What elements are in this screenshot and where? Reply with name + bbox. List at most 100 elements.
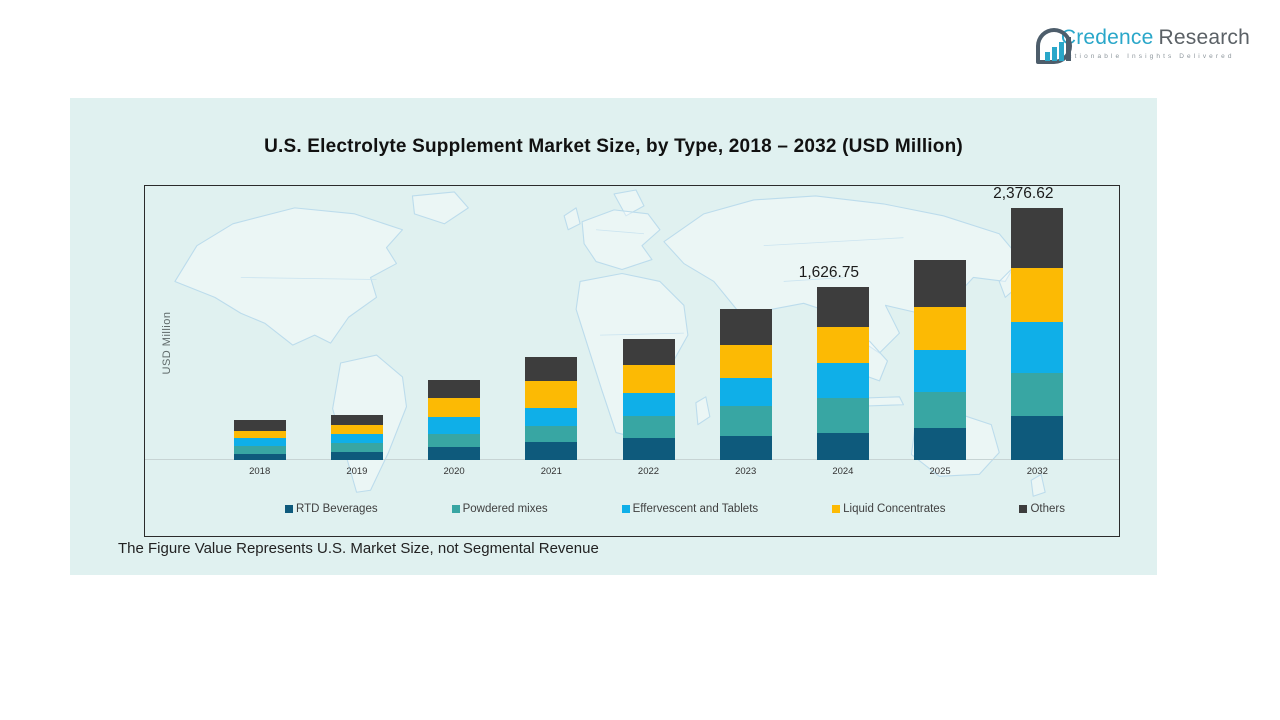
legend-swatch — [285, 505, 293, 513]
bar-segment-others — [816, 287, 869, 327]
bar-segment-powdered-mixes — [914, 391, 967, 428]
bar-2024: 1,626.75 2024 — [799, 264, 869, 477]
bar-segment-others — [428, 379, 481, 399]
bar-stack — [428, 379, 481, 460]
bar-segment-rtd-beverages — [914, 427, 967, 460]
bar-segment-effervescent-and-tablets — [233, 438, 286, 447]
legend-label: Powdered mixes — [462, 503, 548, 515]
bar-segment-rtd-beverages — [330, 452, 383, 460]
chart-legend: RTD Beverages Powdered mixes Effervescent … — [285, 503, 1065, 515]
bar-segment-powdered-mixes — [1011, 373, 1064, 417]
bar-segment-effervescent-and-tablets — [622, 393, 675, 417]
bar-segment-effervescent-and-tablets — [330, 434, 383, 444]
bar-segment-liquid-concentrates — [428, 398, 481, 418]
legend-label: Liquid Concentrates — [843, 503, 946, 515]
bar-segment-liquid-concentrates — [525, 381, 578, 408]
x-axis-label: 2021 — [540, 466, 562, 477]
bar-segment-rtd-beverages — [719, 435, 772, 460]
bar-segment-powdered-mixes — [330, 443, 383, 453]
x-axis-label: 2022 — [637, 466, 660, 477]
bar-segment-rtd-beverages — [1011, 416, 1064, 460]
bar-segment-effervescent-and-tablets — [914, 350, 967, 392]
legend-item-others: Others — [1019, 503, 1065, 515]
x-axis-label: 2019 — [346, 466, 368, 477]
bar-value-label: 1,626.75 — [798, 264, 860, 282]
x-axis-label: 2032 — [1026, 466, 1048, 477]
bar-segment-powdered-mixes — [428, 433, 481, 448]
legend-label: RTD Beverages — [296, 503, 378, 515]
bar-segment-others — [330, 415, 383, 426]
bar-2022: 2022 — [622, 338, 675, 477]
bar-stack — [622, 338, 675, 460]
bar-stack — [719, 309, 772, 460]
bar-stack — [525, 357, 578, 460]
bar-2020: 2020 — [428, 379, 481, 477]
bar-value-label: 2,376.62 — [993, 184, 1054, 202]
bar-segment-others — [622, 338, 675, 366]
brand-name: Credence Research — [1061, 26, 1250, 50]
legend-swatch — [1019, 505, 1028, 513]
bar-chart-bubble-icon — [1036, 28, 1072, 68]
bar-segment-rtd-beverages — [428, 447, 481, 460]
bar-stack — [914, 260, 967, 460]
bar-segment-rtd-beverages — [233, 454, 286, 460]
bar-2019: 2019 — [330, 415, 383, 477]
bar-stack — [816, 287, 869, 460]
bar-segment-effervescent-and-tablets — [816, 362, 869, 399]
bar-segment-liquid-concentrates — [330, 425, 383, 435]
x-axis-label: 2018 — [249, 466, 271, 477]
legend-item-effervescent-and-tablets: Effervescent and Tablets — [621, 503, 759, 515]
chart-title: U.S. Electrolyte Supplement Market Size,… — [264, 136, 963, 157]
legend-swatch — [832, 505, 841, 513]
bar-segment-rtd-beverages — [622, 438, 675, 460]
bar-segment-liquid-concentrates — [1011, 267, 1064, 322]
x-axis-label: 2025 — [929, 466, 951, 477]
legend-item-rtd-beverages: RTD Beverages — [285, 503, 378, 515]
legend-swatch — [451, 505, 460, 513]
bar-segment-powdered-mixes — [622, 416, 675, 439]
bar-segment-liquid-concentrates — [233, 430, 286, 439]
bar-segment-rtd-beverages — [816, 433, 869, 460]
bar-stack — [330, 415, 383, 460]
bar-2032: 2,376.62 2032 — [993, 185, 1064, 477]
legend-label: Effervescent and Tablets — [632, 503, 759, 515]
bar-segment-powdered-mixes — [719, 405, 772, 436]
bar-segment-effervescent-and-tablets — [1011, 321, 1064, 374]
brand-logo: Credence Research Actionable Insights Del… — [1036, 26, 1250, 74]
bar-segment-liquid-concentrates — [622, 365, 675, 394]
bar-2025: 2025 — [914, 260, 967, 477]
bar-2018: 2018 — [233, 420, 286, 477]
bar-segment-effervescent-and-tablets — [428, 417, 481, 434]
x-axis-label: 2023 — [735, 466, 757, 477]
brand-name-secondary: Research — [1158, 26, 1250, 49]
legend-swatch — [621, 505, 630, 513]
bar-segment-liquid-concentrates — [816, 326, 869, 363]
x-axis-label: 2024 — [832, 466, 854, 477]
bar-segment-liquid-concentrates — [719, 345, 772, 378]
bar-2023: 2023 — [719, 309, 772, 477]
legend-item-powdered-mixes: Powdered mixes — [451, 503, 548, 515]
chart-footnote: The Figure Value Represents U.S. Market … — [118, 540, 599, 557]
bar-segment-others — [719, 309, 772, 346]
bar-segment-effervescent-and-tablets — [525, 407, 578, 427]
brand-tagline: Actionable Insights Delivered — [1060, 53, 1235, 60]
bar-segment-powdered-mixes — [525, 426, 578, 443]
bar-segment-effervescent-and-tablets — [719, 377, 772, 406]
bar-segment-powdered-mixes — [816, 398, 869, 434]
logo-text: Credence Research Actionable Insights Del… — [1061, 26, 1250, 60]
legend-label: Others — [1030, 503, 1065, 515]
brand-name-primary: Credence — [1060, 26, 1154, 49]
bar-stack — [1011, 207, 1064, 460]
bar-stack — [233, 420, 286, 460]
plot-area: USD Million 2018 2019 2020 2021 2022 2023 1,62… — [144, 185, 1120, 537]
chart-panel: U.S. Electrolyte Supplement Market Size,… — [70, 98, 1157, 575]
bar-segment-others — [525, 357, 578, 382]
y-axis-label: USD Million — [161, 311, 173, 375]
x-axis-label: 2020 — [443, 466, 465, 477]
bar-segment-others — [914, 260, 967, 308]
bar-segment-others — [1011, 207, 1064, 268]
logo-bars — [1045, 37, 1071, 61]
bar-segment-rtd-beverages — [525, 442, 578, 460]
bar-segment-others — [233, 420, 286, 431]
